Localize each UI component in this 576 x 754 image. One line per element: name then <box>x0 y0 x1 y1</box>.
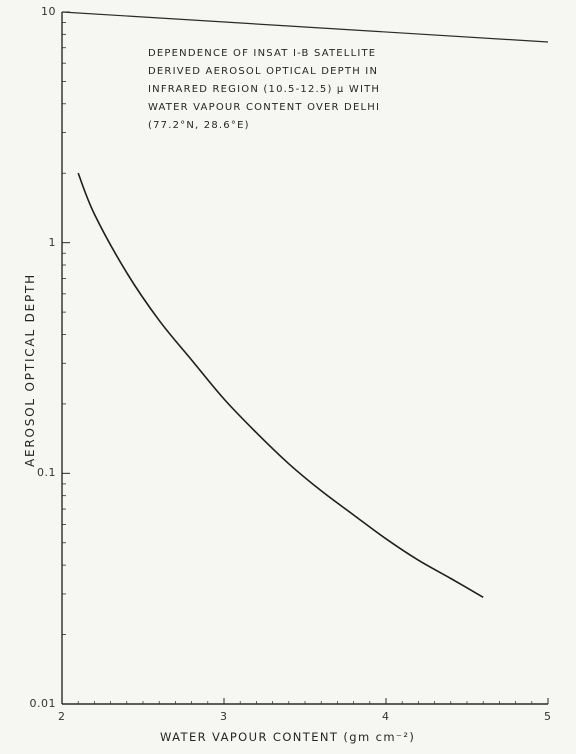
series-line-0 <box>77 172 484 599</box>
top-frame-line <box>61 11 549 43</box>
minor-ticks <box>61 22 549 704</box>
title-line-1: DEPENDENCE OF INSAT I-B SATELLITE <box>148 48 377 59</box>
title-line-4: WATER VAPOUR CONTENT OVER DELHI <box>148 102 381 113</box>
series-layer <box>77 172 484 599</box>
x-axis-label: WATER VAPOUR CONTENT (gm cm⁻²) <box>160 730 416 744</box>
title-line-5: (77.2°N, 28.6°E) <box>148 120 250 131</box>
title-line-2: DERIVED AEROSOL OPTICAL DEPTH IN <box>148 66 379 77</box>
x-tick-label: 5 <box>544 710 552 723</box>
x-tick-label: 2 <box>58 710 66 723</box>
plot-axes <box>61 11 549 705</box>
x-tick-label: 3 <box>220 710 228 723</box>
title-line-3: INFRARED REGION (10.5-12.5) μ WITH <box>148 84 381 95</box>
y-tick-label: 0.1 <box>37 466 56 480</box>
x-tick-label: 4 <box>382 710 390 723</box>
y-tick-label: 10 <box>41 5 56 18</box>
y-tick-label: 0.01 <box>29 697 56 710</box>
y-tick-label: 1 <box>48 235 56 249</box>
y-axis-label: AEROSOL OPTICAL DEPTH <box>23 273 37 467</box>
